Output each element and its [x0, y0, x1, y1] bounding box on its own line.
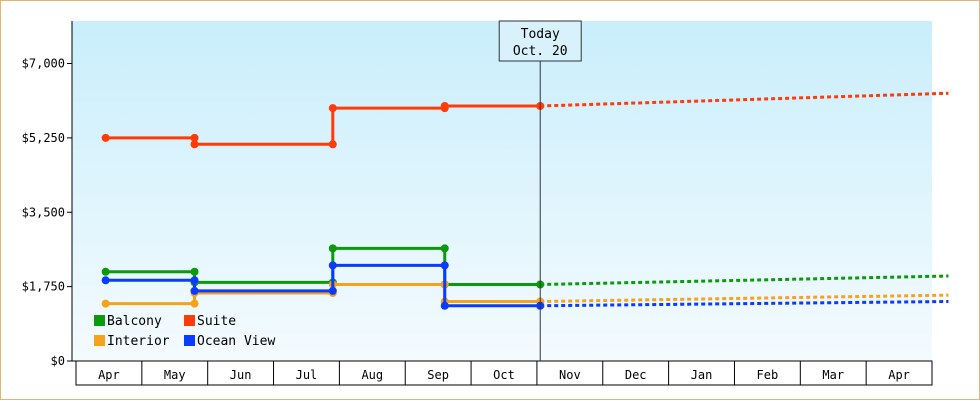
month-label: Feb — [757, 368, 779, 382]
data-point — [190, 286, 199, 295]
data-point — [440, 261, 449, 270]
month-label: Apr — [98, 368, 120, 382]
month-label: Oct — [493, 368, 515, 382]
series-layer — [101, 91, 949, 310]
data-point — [328, 140, 337, 149]
today-box — [498, 20, 582, 62]
legend-swatch — [94, 335, 105, 346]
series-ocean-view — [101, 261, 949, 310]
legend: Balcony Suite Interior Ocean View — [94, 314, 275, 349]
legend-label: Balcony — [107, 314, 162, 329]
y-tick-label: $7,000 — [22, 57, 65, 71]
x-axis: Apr May Jun Jul Aug Sep Oct Nov Dec Jan Feb Mar Apr — [72, 360, 933, 386]
month-band — [75, 360, 933, 386]
month-label: Sep — [427, 368, 449, 382]
data-point — [440, 301, 449, 310]
data-point — [328, 261, 337, 270]
month-label: Jul — [296, 368, 318, 382]
data-point — [328, 104, 337, 113]
y-tick-label: $3,500 — [22, 205, 65, 219]
legend-swatch — [184, 335, 195, 346]
data-point — [190, 133, 199, 142]
month-label: Mar — [822, 368, 844, 382]
data-point — [190, 267, 199, 276]
month-label: May — [164, 368, 186, 382]
month-label: Jun — [230, 368, 252, 382]
data-point — [190, 276, 199, 285]
series-forecast-line — [540, 293, 949, 303]
legend-label: Ocean View — [197, 334, 275, 349]
data-point — [440, 244, 449, 253]
y-tick-label: $1,750 — [22, 280, 65, 294]
legend-label: Interior — [107, 334, 170, 349]
y-axis: $0 $1,750 $3,500 $5,250 $7,000 — [22, 21, 73, 368]
month-label: Aug — [361, 368, 383, 382]
y-tick-label: $5,250 — [22, 131, 65, 145]
data-point — [328, 244, 337, 253]
plot-background — [72, 21, 932, 361]
today-marker: Today Oct. 20 — [498, 20, 582, 361]
series-forecast-line — [540, 274, 949, 286]
series-forecast-line — [540, 300, 949, 308]
data-point — [101, 276, 110, 285]
legend-label: Suite — [197, 314, 236, 329]
today-date: Oct. 20 — [513, 44, 568, 59]
legend-swatch — [94, 315, 105, 326]
legend-swatch — [184, 315, 195, 326]
data-point — [101, 133, 110, 142]
data-point — [190, 299, 199, 308]
series-forecast-line — [540, 91, 949, 108]
month-label: Dec — [625, 368, 647, 382]
today-label: Today — [521, 27, 560, 42]
data-point — [440, 102, 449, 110]
data-point — [328, 286, 337, 295]
month-label: Nov — [559, 368, 581, 382]
month-label: Apr — [888, 368, 910, 382]
series-suite — [101, 91, 949, 149]
y-tick-label: $0 — [51, 354, 65, 368]
month-label: Jan — [691, 368, 713, 382]
data-point — [190, 140, 199, 149]
data-point — [101, 267, 110, 276]
data-point — [101, 299, 110, 308]
